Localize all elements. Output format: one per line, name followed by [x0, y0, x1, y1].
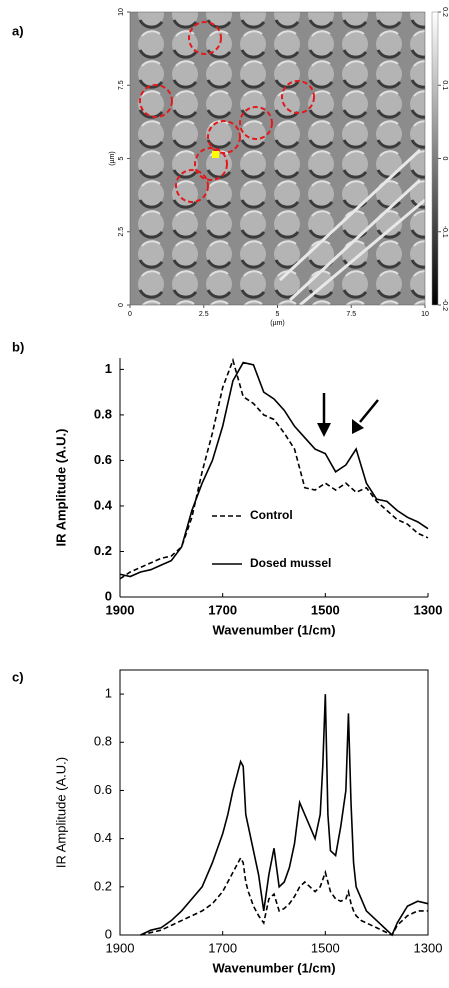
y-tick-label: 0.8	[94, 406, 112, 421]
x-tick-label: 10	[421, 311, 429, 318]
panel-label: a)	[12, 23, 24, 38]
y-axis-label: IR Amplitude (A.U.)	[53, 757, 68, 868]
x-tick-label: 1700	[208, 940, 237, 955]
y-tick-label: 0.4	[94, 830, 112, 845]
y-tick-label: 5	[118, 156, 125, 160]
afm-ridge	[278, 148, 426, 307]
legend-label: Dosed mussel	[250, 556, 331, 570]
colorbar-tick-label: 0	[441, 157, 448, 161]
x-tick-label: 1900	[106, 602, 135, 617]
afm-texture	[130, 12, 425, 305]
y-tick-label: 0.2	[94, 878, 112, 893]
x-tick-label: 7.5	[346, 311, 356, 318]
y-tick-label: 0.4	[94, 497, 113, 512]
x-axis-label: (µm)	[270, 320, 285, 327]
y-tick-label: 0.6	[94, 452, 112, 467]
x-axis-label: Wavenumber (1/cm)	[212, 622, 335, 637]
series-line	[140, 856, 428, 937]
y-axis-label: IR Amplitude (A.U.)	[53, 429, 68, 547]
y-tick-label: 0	[105, 588, 112, 603]
x-tick-label: 0	[128, 311, 132, 318]
legend-label: Control	[250, 508, 293, 522]
y-tick-label: 2.5	[118, 227, 125, 237]
series-line	[119, 357, 429, 580]
arrows	[317, 393, 379, 437]
x-tick-label: 1500	[311, 940, 340, 955]
x-tick-label: 1300	[414, 602, 443, 617]
y-tick-label: 0.8	[94, 734, 112, 749]
afm-image	[130, 11, 439, 307]
y-tick-label: 0.2	[94, 543, 112, 558]
plot-frame	[119, 669, 429, 936]
x-tick-label: 1500	[311, 602, 340, 617]
marked-circles	[139, 21, 315, 203]
y-tick-label: 1	[105, 686, 112, 701]
y-tick-label: 0	[105, 926, 112, 941]
y-tick-label: 0.6	[94, 782, 112, 797]
y-tick-label: 7.5	[118, 80, 125, 90]
panel-label: c)	[12, 669, 24, 684]
series-line	[119, 361, 429, 578]
x-axis-label: Wavenumber (1/cm)	[212, 960, 335, 975]
x-tick-label: 1900	[106, 940, 135, 955]
x-tick-label: 1700	[208, 602, 237, 617]
colorbar-tick-label: -0.1	[441, 226, 448, 238]
probe-marker	[212, 151, 219, 158]
y-tick-label: 1	[105, 361, 112, 376]
x-tick-label: 5	[276, 311, 280, 318]
colorbar-tick-label: 0.2	[441, 7, 448, 17]
y-tick-label: 0	[118, 303, 125, 307]
colorbar	[431, 11, 439, 306]
y-axis-label: (µm)	[109, 151, 116, 166]
x-tick-label: 2.5	[199, 311, 209, 318]
colorbar-tick-label: 0.1	[441, 80, 448, 90]
x-tick-label: 1300	[414, 940, 443, 955]
series-line	[140, 694, 429, 937]
panel-label: b)	[12, 339, 24, 354]
y-tick-label: 10	[118, 8, 125, 16]
colorbar-tick-label: -0.2	[441, 299, 448, 311]
